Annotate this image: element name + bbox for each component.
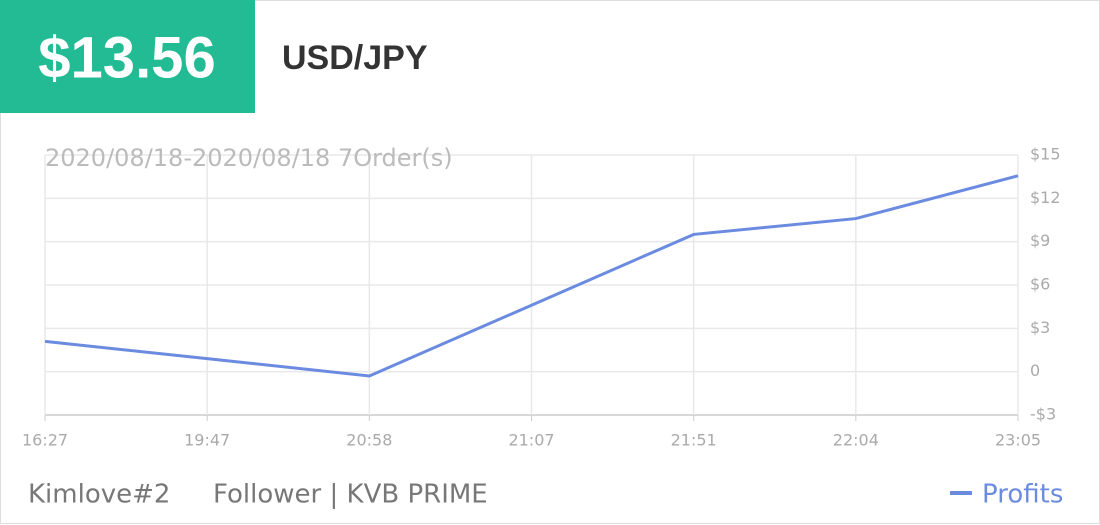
plot: -$3 0 $3 $6 $9 $12 $15 16:27 19:47 20:58 21:07 21:5…: [22, 145, 1061, 450]
y-tick-label: $9: [1030, 231, 1050, 250]
x-tick-label: 21:07: [508, 431, 554, 450]
y-tick-label: $3: [1030, 318, 1050, 337]
x-tick-label: 19:47: [184, 431, 230, 450]
legend-label: Profits: [982, 480, 1063, 510]
y-tick-label: $15: [1030, 145, 1061, 164]
amount-box: [0, 0, 255, 113]
amount: $13.56: [38, 25, 215, 90]
profit-line: [44, 174, 1019, 378]
legend: Profits: [950, 480, 1063, 510]
role: Follower | KVB PRIME: [213, 480, 488, 510]
y-tick-label: $12: [1030, 188, 1061, 207]
subtitle: 2020/08/18-2020/08/18 7Order(s): [45, 144, 453, 172]
y-tick-label: $6: [1030, 275, 1050, 294]
x-tick-label: 16:27: [22, 431, 68, 450]
x-tick-label: 22:04: [833, 431, 879, 450]
y-tick-label: 0: [1030, 361, 1040, 380]
x-tick-label: 23:05: [995, 431, 1041, 450]
account: Kimlove#2: [28, 480, 170, 510]
y-tick-label: -$3: [1030, 405, 1056, 424]
pair: USD/JPY: [282, 39, 428, 77]
x-tick-label: 20:58: [346, 431, 392, 450]
x-tick-label: 21:51: [671, 431, 717, 450]
